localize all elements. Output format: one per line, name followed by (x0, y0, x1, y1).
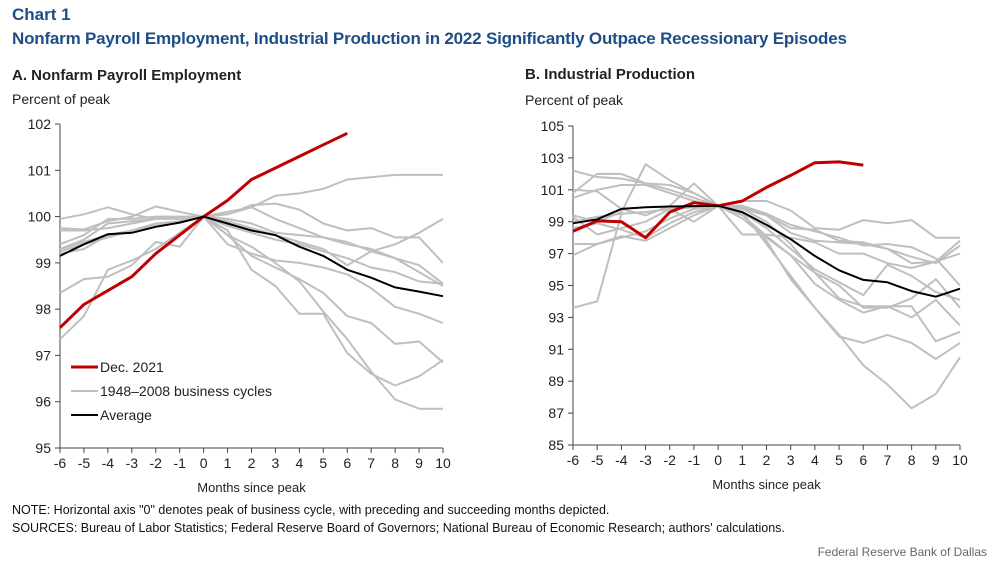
panel-a-series-cycle-10 (59, 215, 443, 410)
panel-a-x-tick-label: 3 (272, 455, 280, 471)
panel-a-x-tick-label: 0 (200, 455, 208, 471)
panel-b-x-tick-label: -1 (688, 452, 701, 468)
panel-a-x-axis-title: Months since peak (197, 480, 306, 495)
panel-b-x-tick-label: -3 (639, 452, 652, 468)
legend-label-average: Average (100, 407, 152, 423)
panel-a-series-cycle-7 (59, 215, 444, 324)
panel-b-y-tick-label: 87 (548, 405, 564, 421)
panel-a-series-cycle-5 (59, 215, 444, 267)
panel-a-x-tick-label: -6 (54, 455, 67, 471)
panel-b-series-cycle-4 (572, 163, 961, 265)
panel-b-x-tick-label: 6 (859, 452, 867, 468)
panel-b-x-tick-label: 8 (908, 452, 916, 468)
panel-b-unit-label: Percent of peak (525, 92, 624, 108)
panel-b-series-cycle-6 (572, 204, 961, 301)
panel-b-x-axis-title: Months since peak (712, 477, 821, 492)
panel-b-x-tick-label: -6 (567, 452, 580, 468)
panel-b-x-tick-label: -2 (664, 452, 677, 468)
panel-a-title: A. Nonfarm Payroll Employment (12, 67, 242, 84)
panel-b-title: B. Industrial Production (525, 66, 696, 83)
panel-a-series-cycle-8 (59, 215, 444, 364)
panel-b-y-tick-label: 95 (548, 278, 564, 294)
panel-b-x-tick-label: 9 (932, 452, 940, 468)
panel-b-series-cycle-7 (572, 204, 961, 309)
panel-b-x-tick-label: 1 (738, 452, 746, 468)
panel-a-x-tick-label: -3 (126, 455, 139, 471)
legend-label-history: 1948–2008 business cycles (100, 383, 272, 399)
panel-a-y-tick-label: 98 (35, 301, 51, 317)
panel-a-x-tick-label: 8 (391, 455, 399, 471)
legend-label-current: Dec. 2021 (100, 359, 164, 375)
panel-a-x-tick-label: 10 (435, 455, 451, 471)
footnote-note: NOTE: Horizontal axis "0" denotes peak o… (12, 503, 610, 517)
panel-a-x-tick-label: 7 (367, 455, 375, 471)
chart-title: Nonfarm Payroll Employment, Industrial P… (12, 29, 847, 48)
panel-a-y-tick-label: 99 (35, 255, 51, 271)
panel-a-x-tick-label: -5 (78, 455, 91, 471)
panel-a-x-tick-label: -4 (102, 455, 115, 471)
panel-a-x-tick-label: 4 (295, 455, 303, 471)
panel-a-y-tick-label: 100 (28, 209, 52, 225)
panel-b-y-tick-label: 89 (548, 373, 564, 389)
panel-b-series-average (572, 204, 961, 298)
panel-a-y-tick-label: 101 (28, 162, 52, 178)
panel-b-x-tick-label: -4 (615, 452, 628, 468)
panel-a-x-tick-label: 9 (415, 455, 423, 471)
panel-a-y-tick-label: 95 (35, 440, 51, 456)
panel-a-x-tick-label: 1 (224, 455, 232, 471)
panel-b-series-cycle-8 (573, 204, 961, 327)
panel-a-series-cycle-4 (59, 215, 444, 287)
panel-b-y-tick-label: 99 (548, 214, 564, 230)
panel-b-x-tick-label: 0 (714, 452, 722, 468)
footnote-sources: SOURCES: Bureau of Labor Statistics; Fed… (12, 521, 785, 535)
panel-b-y-tick-label: 91 (548, 341, 564, 357)
panel-b-x-tick-label: 10 (952, 452, 968, 468)
panel-a-x-tick-label: -1 (173, 455, 186, 471)
panel-a-x-tick-label: 5 (319, 455, 327, 471)
panel-a-unit-label: Percent of peak (12, 91, 111, 107)
panel-b-x-tick-label: 5 (835, 452, 843, 468)
credit-line: Federal Reserve Bank of Dallas (817, 545, 987, 559)
panel-b-y-tick-label: 101 (541, 182, 565, 198)
panel-a-series-cycle-1 (59, 173, 443, 220)
panel-b-x-tick-label: 7 (884, 452, 892, 468)
panel-b-y-tick-label: 97 (548, 246, 564, 262)
panel-a-series-average (59, 215, 444, 298)
panel-a-y-tick-label: 102 (28, 116, 52, 132)
panel-b-x-tick-label: -5 (591, 452, 604, 468)
panel-b-y-tick-label: 85 (548, 437, 564, 453)
chart-label: Chart 1 (12, 5, 71, 24)
panel-b-y-tick-label: 103 (541, 150, 565, 166)
panel-a-x-tick-label: -2 (150, 455, 163, 471)
panel-a-y-tick-label: 97 (35, 347, 51, 363)
panel-a-y-tick-label: 96 (35, 394, 51, 410)
panel-a-x-tick-label: 6 (343, 455, 351, 471)
panel-b-x-tick-label: 2 (763, 452, 771, 468)
legend: Dec. 2021 1948–2008 business cycles Averag… (71, 359, 272, 423)
panel-b-x-tick-label: 4 (811, 452, 819, 468)
panel-a-nonfarm-payroll: 95 96 97 98 99 100 101 102 -6 -5 -4 -3 -2 -1 0 1 2 3 4 5 6 7 8… (28, 116, 451, 495)
panel-a-series-cycle-3 (60, 206, 444, 285)
panel-a-x-tick-label: 2 (248, 455, 256, 471)
panel-b-series-cycle-11 (572, 204, 961, 410)
panel-b-y-tick-label: 105 (541, 118, 565, 134)
panel-b-y-tick-label: 93 (548, 309, 564, 325)
panel-b-x-tick-label: 3 (787, 452, 795, 468)
